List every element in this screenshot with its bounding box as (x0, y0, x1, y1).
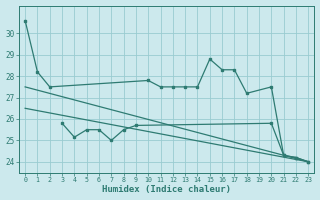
X-axis label: Humidex (Indice chaleur): Humidex (Indice chaleur) (102, 185, 231, 194)
